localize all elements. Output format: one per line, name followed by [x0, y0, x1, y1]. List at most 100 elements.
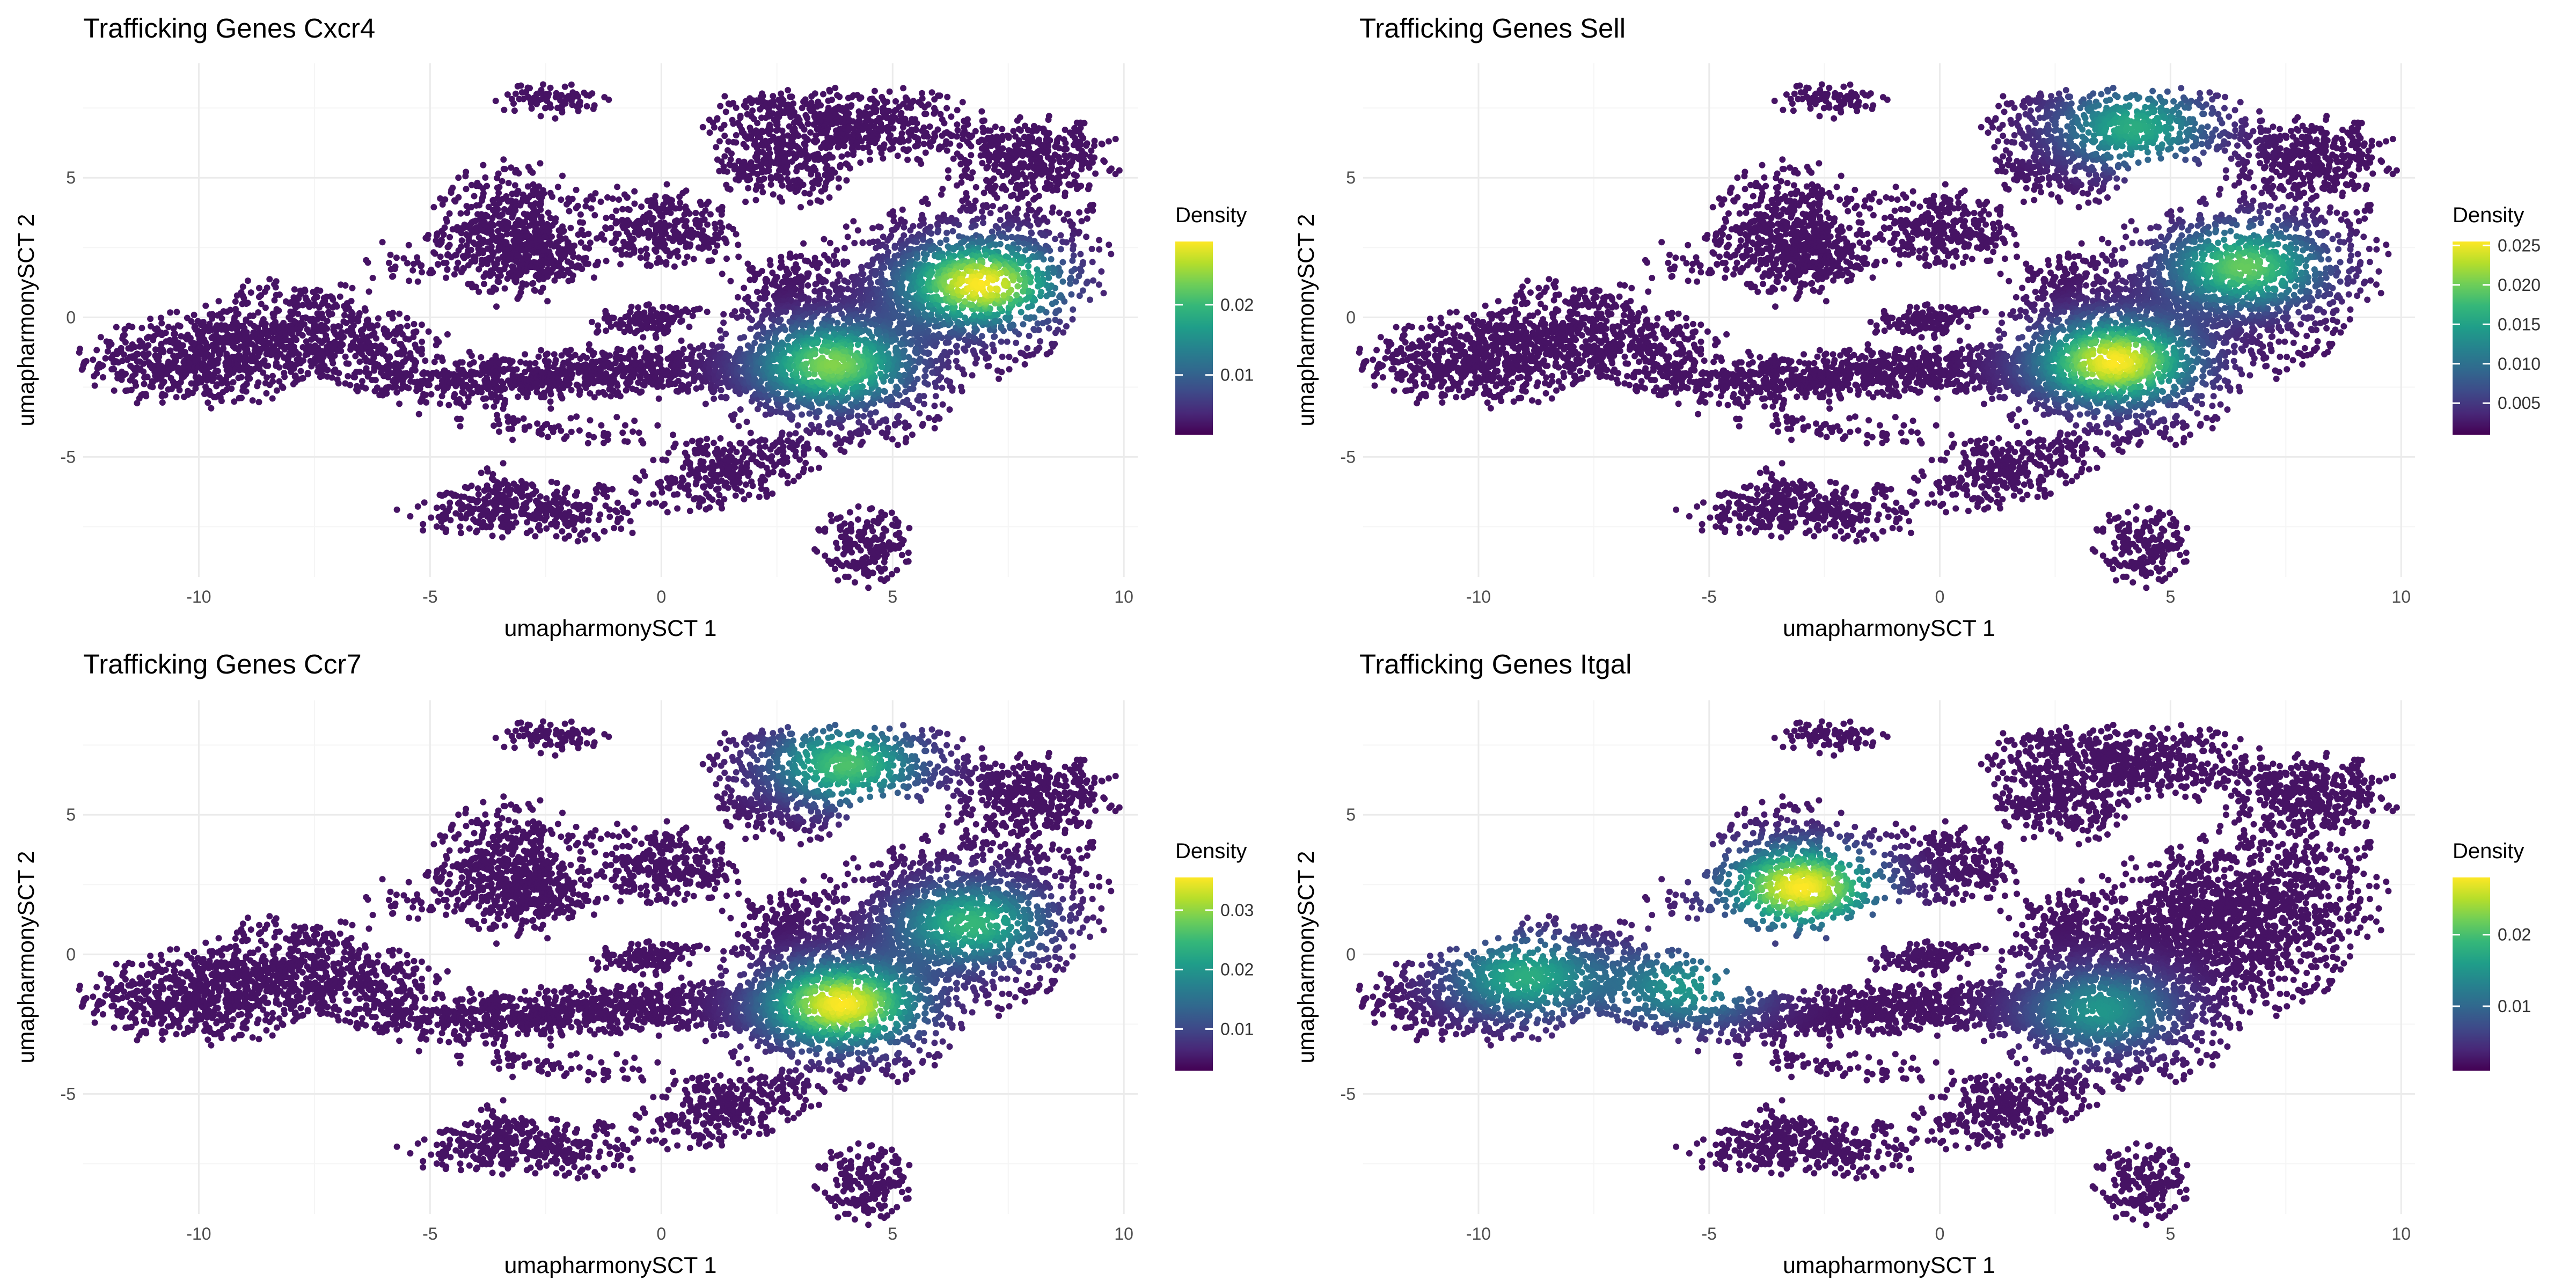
- scatter-point: [484, 375, 490, 381]
- scatter-point: [567, 225, 574, 231]
- scatter-point: [265, 363, 271, 369]
- scatter-point: [566, 208, 573, 215]
- scatter-point: [619, 505, 626, 511]
- scatter-point: [517, 272, 523, 278]
- scatter-point: [614, 500, 621, 506]
- scatter-point: [553, 533, 560, 539]
- scatter-point: [826, 88, 833, 94]
- scatter-point: [787, 114, 794, 120]
- scatter-point: [444, 218, 450, 225]
- scatter-point: [138, 325, 145, 331]
- scatter-point: [877, 576, 884, 582]
- scatter-point: [191, 312, 197, 318]
- scatter-point: [240, 283, 246, 290]
- scatter-point: [733, 132, 740, 138]
- scatter-point: [591, 496, 598, 502]
- scatter-point: [111, 387, 118, 394]
- scatter-point: [900, 85, 906, 91]
- scatter-point: [511, 513, 518, 519]
- scatter-point: [425, 236, 431, 242]
- scatter-point: [526, 423, 532, 429]
- scatter-point: [276, 291, 283, 298]
- scatter-point: [314, 294, 320, 300]
- scatter-point: [160, 349, 166, 355]
- scatter-point: [518, 83, 524, 89]
- scatter-point: [808, 93, 815, 100]
- scatter-point: [564, 485, 570, 491]
- scatter-point: [929, 89, 935, 96]
- scatter-point: [465, 262, 472, 268]
- scatter-point: [458, 530, 464, 536]
- scatter-point: [180, 342, 186, 349]
- scatter-point: [584, 103, 590, 109]
- scatter-point: [366, 288, 372, 295]
- scatter-point: [272, 297, 278, 304]
- scatter-point: [921, 104, 928, 111]
- scatter-point: [612, 220, 619, 226]
- scatter-point: [421, 499, 428, 506]
- scatter-point: [575, 108, 582, 114]
- scatter-point: [428, 515, 434, 521]
- scatter-point: [538, 113, 544, 119]
- scatter-point: [748, 100, 755, 106]
- scatter-point: [960, 99, 966, 105]
- scatter-point: [601, 483, 607, 489]
- scatter-point: [601, 237, 608, 243]
- scatter-point: [723, 108, 729, 115]
- scatter-point: [727, 101, 734, 107]
- scatter-point: [475, 266, 482, 273]
- scatter-point: [805, 121, 811, 127]
- scatter-point: [362, 385, 369, 392]
- scatter-point: [509, 426, 515, 432]
- scatter-point: [562, 84, 568, 90]
- scatter-point: [626, 207, 633, 213]
- scatter-point: [514, 296, 521, 302]
- scatter-point: [493, 98, 499, 104]
- scatter-point: [580, 219, 586, 226]
- scatter-point: [601, 528, 608, 535]
- scatter-point: [549, 194, 555, 200]
- scatter-point: [613, 208, 619, 214]
- scatter-point: [489, 532, 496, 539]
- scatter-point: [612, 507, 619, 514]
- scatter-point: [408, 373, 414, 379]
- scatter-point: [458, 269, 465, 275]
- scatter-point: [513, 496, 519, 503]
- scatter-point: [90, 356, 96, 363]
- scatter-point: [302, 288, 309, 294]
- scatter-point: [500, 156, 507, 163]
- scatter-point: [559, 173, 566, 179]
- scatter-point: [161, 378, 167, 385]
- scatter-point: [606, 514, 613, 520]
- scatter-point: [324, 318, 331, 324]
- scatter-point: [943, 105, 950, 112]
- scatter-point: [445, 244, 451, 250]
- scatter-point: [512, 182, 518, 188]
- scatter-point: [274, 387, 280, 394]
- scatter-point: [905, 558, 912, 565]
- scatter-point: [443, 526, 449, 533]
- scatter-point: [513, 519, 519, 526]
- scatter-point: [98, 334, 104, 340]
- scatter-point: [583, 197, 590, 204]
- scatter-point: [349, 311, 356, 317]
- scatter-point: [122, 339, 129, 346]
- scatter-point: [510, 480, 517, 487]
- scatter-point: [456, 396, 463, 402]
- scatter-point: [864, 537, 870, 544]
- scatter-point: [851, 559, 857, 565]
- scatter-point: [459, 359, 466, 365]
- scatter-point: [521, 415, 527, 422]
- scatter-point: [733, 105, 740, 111]
- scatter-point: [406, 242, 412, 248]
- scatter-point: [432, 251, 438, 257]
- scatter-point: [568, 82, 575, 88]
- scatter-point: [340, 334, 347, 340]
- scatter-point: [499, 534, 506, 540]
- scatter-point: [533, 101, 540, 107]
- scatter-point: [954, 107, 961, 113]
- scatter-point: [497, 273, 504, 279]
- scatter-point: [484, 261, 491, 267]
- scatter-point: [295, 296, 302, 302]
- scatter-point: [415, 279, 421, 285]
